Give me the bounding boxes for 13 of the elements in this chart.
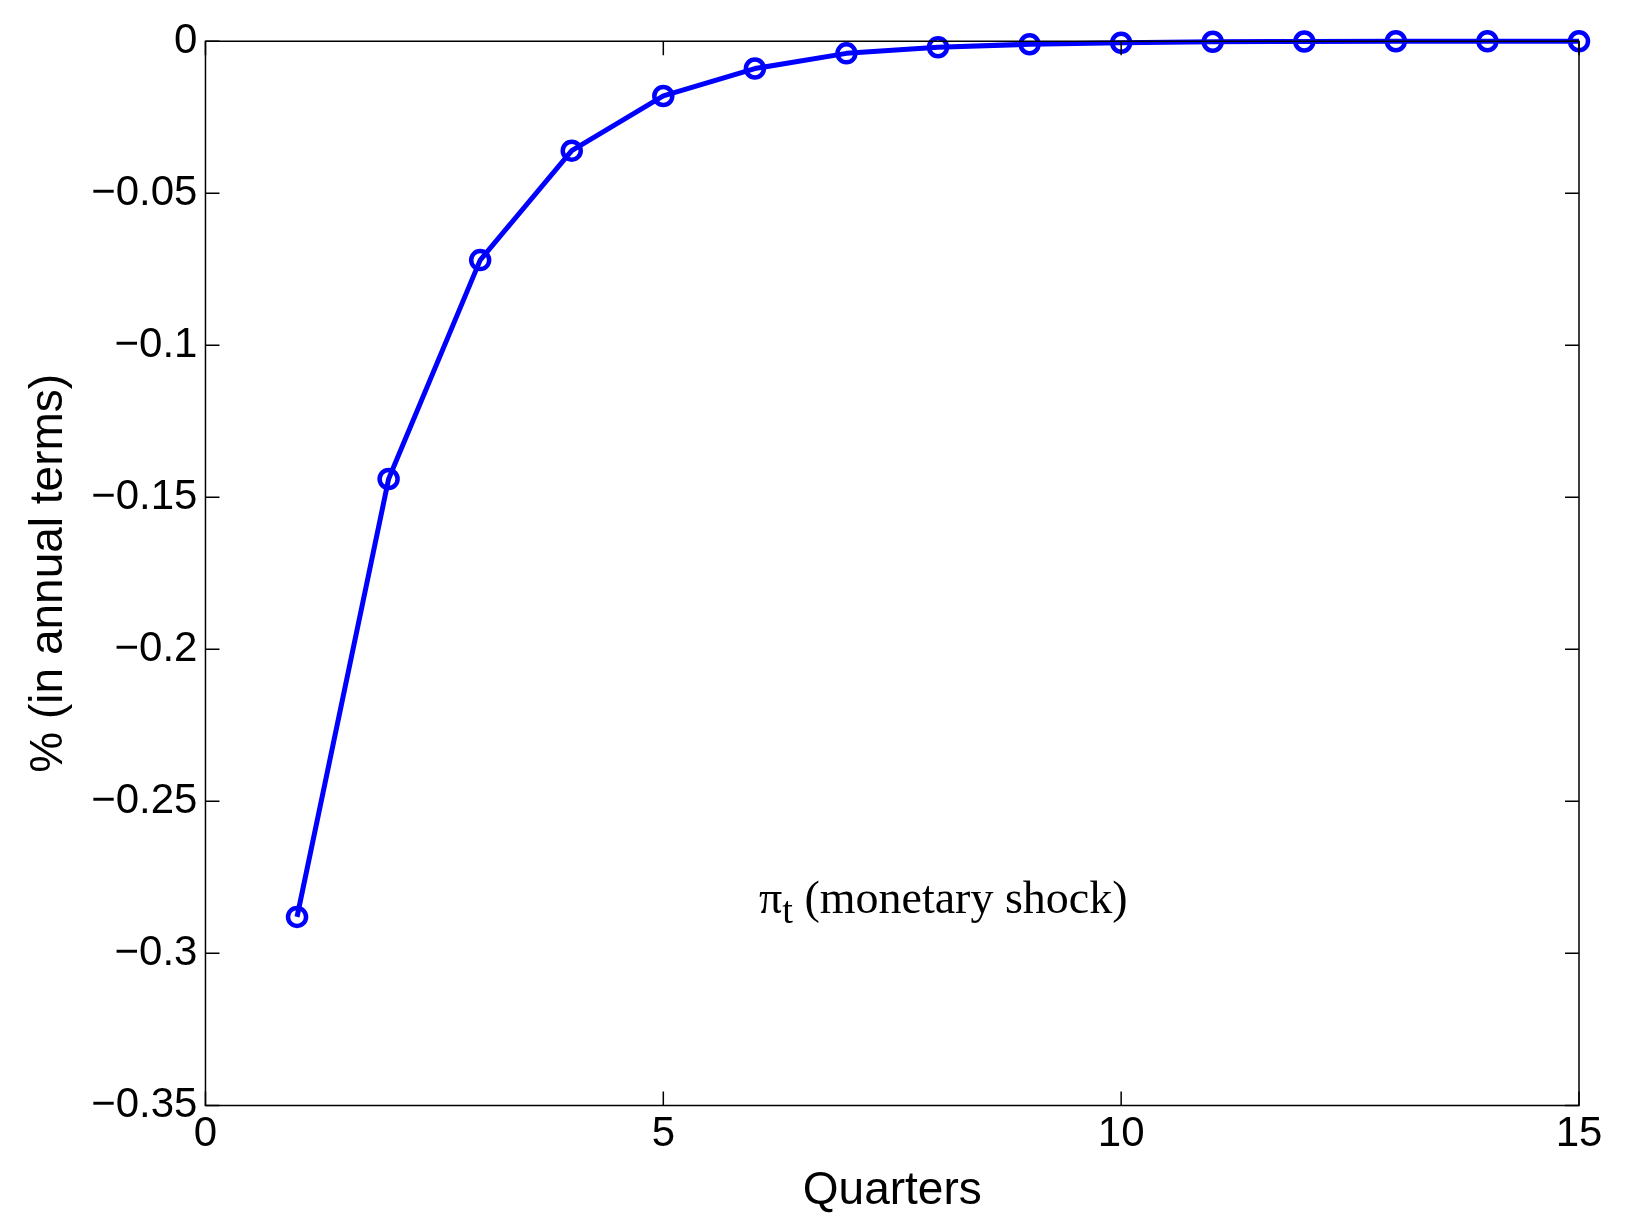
y-tick-label: −0.25	[91, 774, 198, 822]
y-tick-label: −0.15	[91, 470, 198, 518]
x-tick-label: 10	[1097, 1108, 1145, 1156]
x-tick-label: 15	[1555, 1108, 1603, 1156]
y-axis-title: % (in annual terms)	[20, 373, 73, 773]
x-tick-label: 5	[651, 1108, 675, 1156]
y-tick-label: −0.2	[114, 622, 198, 670]
y-tick-label: 0	[174, 14, 198, 62]
y-tick-label: −0.1	[114, 318, 198, 366]
x-axis-title: Quarters	[802, 1162, 982, 1215]
annotation: π$_{t}$ (monetary shock)	[759, 871, 1128, 933]
y-tick-label: −0.3	[114, 926, 198, 974]
y-tick-label: −0.05	[91, 166, 198, 214]
